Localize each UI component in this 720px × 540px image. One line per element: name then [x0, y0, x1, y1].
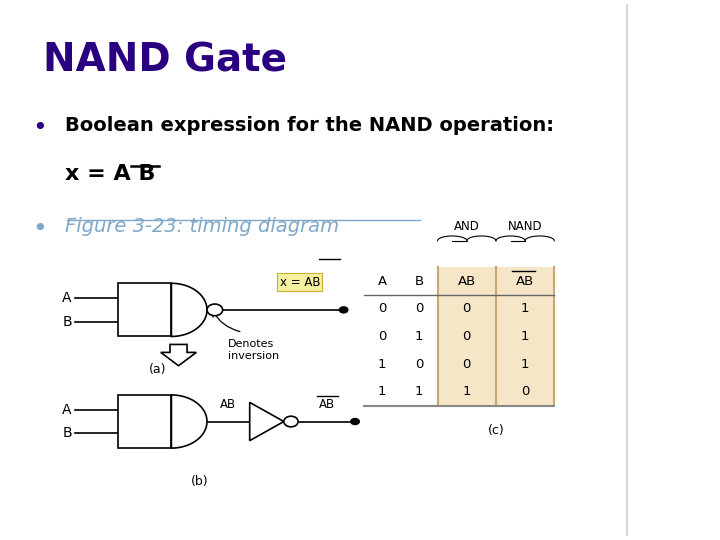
Text: B: B [415, 275, 423, 288]
Text: B: B [62, 315, 72, 328]
Text: x = AB: x = AB [279, 275, 320, 288]
Text: B: B [62, 426, 72, 440]
Text: 1: 1 [521, 357, 529, 370]
Text: (a): (a) [148, 363, 166, 376]
Text: Figure 3-23: timing diagram: Figure 3-23: timing diagram [65, 217, 339, 236]
Circle shape [284, 416, 298, 427]
Text: 1: 1 [521, 330, 529, 343]
Text: AB: AB [220, 398, 236, 411]
Polygon shape [171, 395, 207, 448]
Polygon shape [171, 284, 207, 336]
Text: Boolean expression for the NAND operation:: Boolean expression for the NAND operatio… [65, 116, 554, 135]
Text: 0: 0 [462, 330, 471, 343]
Text: •: • [32, 116, 48, 140]
Text: AB: AB [516, 275, 534, 288]
Text: A: A [62, 403, 72, 417]
FancyBboxPatch shape [438, 267, 496, 406]
Text: 1: 1 [378, 385, 387, 399]
Text: Denotes
inversion: Denotes inversion [228, 339, 279, 361]
Text: A: A [62, 291, 72, 305]
Polygon shape [118, 284, 171, 336]
Text: NAND Gate: NAND Gate [43, 42, 287, 79]
Text: 0: 0 [415, 357, 423, 370]
Text: 1: 1 [415, 330, 423, 343]
Text: x = A B: x = A B [65, 164, 155, 184]
Polygon shape [250, 402, 284, 441]
Circle shape [207, 304, 222, 316]
FancyBboxPatch shape [496, 267, 554, 406]
Text: 0: 0 [462, 302, 471, 315]
Text: 0: 0 [378, 330, 386, 343]
Polygon shape [161, 345, 197, 366]
Text: 0: 0 [462, 357, 471, 370]
Text: 1: 1 [462, 385, 471, 399]
Text: 1: 1 [521, 302, 529, 315]
Text: 1: 1 [415, 385, 423, 399]
Text: 1: 1 [378, 357, 387, 370]
Text: AB: AB [458, 275, 476, 288]
Polygon shape [118, 395, 171, 448]
Circle shape [350, 418, 360, 425]
Circle shape [338, 306, 348, 314]
Text: AB: AB [318, 398, 335, 411]
Text: 0: 0 [415, 302, 423, 315]
Text: NAND: NAND [508, 220, 542, 233]
Text: AND: AND [454, 220, 480, 233]
Text: 0: 0 [521, 385, 529, 399]
Text: (c): (c) [487, 424, 504, 437]
Text: (b): (b) [191, 475, 209, 488]
Text: •: • [32, 217, 48, 241]
Text: A: A [377, 275, 387, 288]
Text: 0: 0 [378, 302, 386, 315]
